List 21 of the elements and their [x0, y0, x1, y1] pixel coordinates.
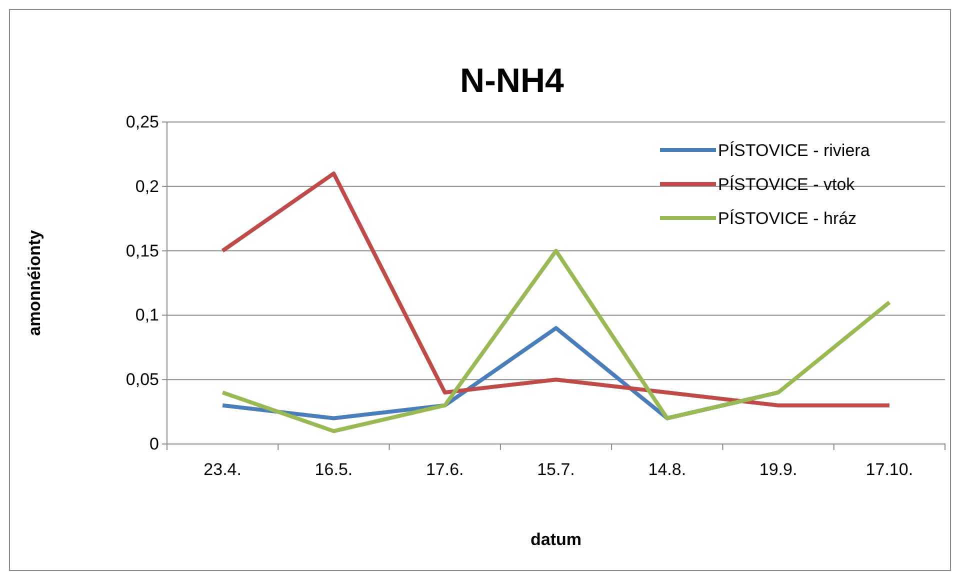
y-tick-label: 0,15	[126, 241, 159, 260]
line-series	[220, 248, 892, 434]
y-tick-label: 0	[150, 434, 159, 454]
x-tick-label: 14.8.	[648, 460, 686, 480]
x-tick-label: 16.5.	[314, 460, 353, 480]
legend-label: PÍSTOVICE - riviera	[718, 141, 870, 160]
y-axis-title: amonnéionty	[25, 230, 44, 336]
legend-label: PÍSTOVICE - vtok	[718, 175, 856, 194]
legend-label: PÍSTOVICE - hráz	[718, 209, 857, 228]
line-series	[220, 172, 892, 408]
x-tick-label: 17.10.	[866, 460, 914, 480]
x-tick-label: 23.4.	[204, 460, 242, 480]
y-tick-label: 0,2	[135, 176, 159, 196]
y-tick-label: 0,25	[126, 112, 159, 132]
y-tick-label: 0,05	[126, 370, 159, 390]
x-tick-label: 17.6.	[426, 460, 464, 480]
x-tick-label: 15.7.	[537, 460, 575, 480]
y-tick-label: 0,1	[135, 306, 159, 325]
chart-title: N-NH4	[460, 62, 564, 100]
x-tick-label: 19.9.	[759, 460, 798, 480]
x-axis-title: datum	[530, 530, 582, 549]
